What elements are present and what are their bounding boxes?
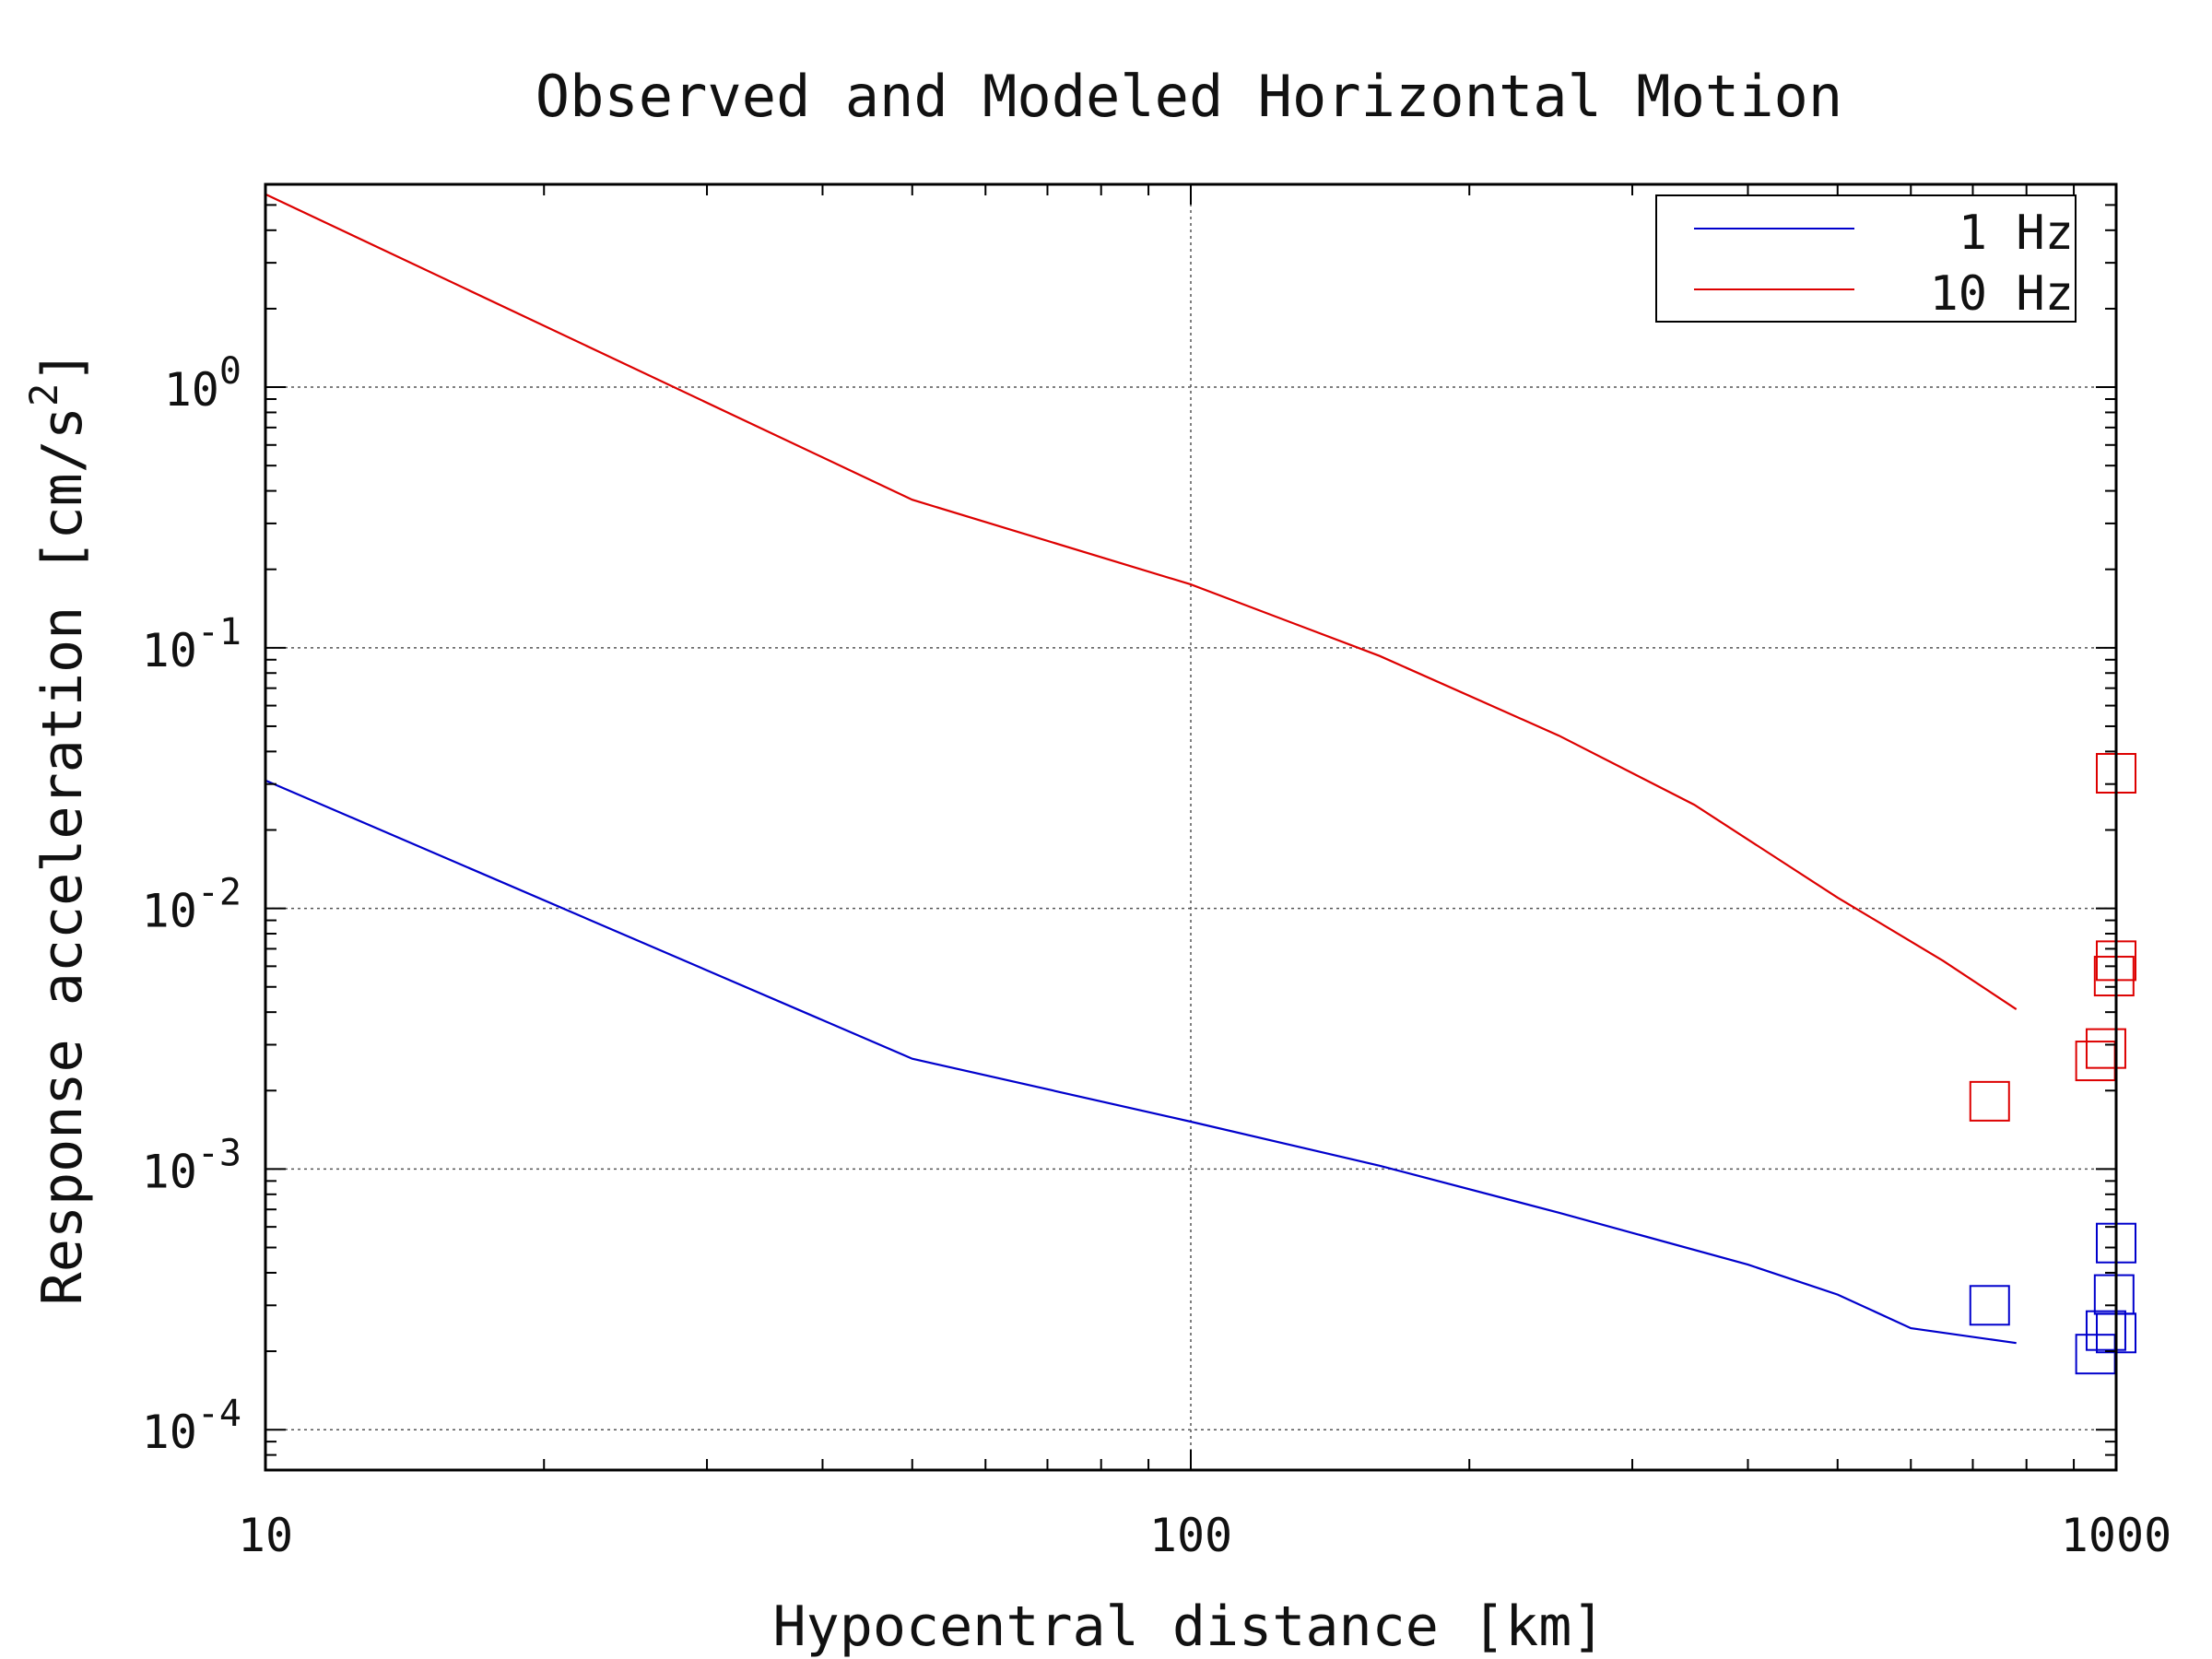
- y-tick-exp: -2: [197, 872, 241, 914]
- y-axis-label: Response acceleration [cm/s2]: [21, 350, 95, 1306]
- y-tick-base: 10: [164, 363, 219, 417]
- y-axis-label-end: ]: [30, 350, 95, 383]
- y-tick-label: 100: [164, 350, 241, 417]
- y-axis-label-sup: 2: [21, 383, 66, 406]
- data-point-1hz: [2093, 1274, 2135, 1315]
- x-tick-label: 100: [1149, 1509, 1232, 1562]
- data-point-10hz: [2085, 1028, 2126, 1069]
- legend: 1 Hz 10 Hz: [1655, 194, 2077, 323]
- x-tick-label: 10: [238, 1509, 293, 1562]
- y-tick-base: 10: [142, 624, 197, 677]
- axis-ticks: [265, 183, 2116, 1471]
- data-point-1hz: [2075, 1334, 2116, 1375]
- y-tick-exp: -3: [197, 1132, 241, 1174]
- x-tick-label: 1000: [2061, 1509, 2171, 1562]
- y-tick-label: 10-2: [142, 872, 241, 938]
- grid: [265, 184, 2116, 1470]
- y-axis-label-main: Response acceleration [cm/s: [30, 406, 95, 1305]
- legend-box: [1655, 194, 2077, 323]
- y-tick-label: 10-4: [142, 1393, 241, 1459]
- data-point-10hz: [2093, 956, 2135, 997]
- x-axis-label: Hypocentral distance [km]: [772, 1594, 1605, 1659]
- y-tick-exp: -1: [197, 611, 241, 653]
- data-point-1hz: [2085, 1310, 2126, 1351]
- legend-label-10hz: 10 Hz: [1929, 266, 2074, 322]
- series-line-10hz: [265, 193, 2018, 1011]
- y-tick-base: 10: [142, 885, 197, 938]
- series-lines: [265, 193, 2018, 1345]
- y-tick-exp: -4: [197, 1393, 241, 1435]
- data-point-10hz: [2075, 1041, 2116, 1082]
- data-point-1hz: [1969, 1285, 2010, 1326]
- y-tick-base: 10: [142, 1145, 197, 1198]
- series-line-1hz: [265, 779, 2017, 1345]
- plot-area: [264, 182, 2136, 1472]
- y-tick-exp: 0: [219, 350, 241, 393]
- y-tick-label: 10-3: [142, 1132, 241, 1198]
- chart-title: Observed and Modeled Horizontal Motion: [535, 63, 1842, 130]
- x-tick-labels: 10 100 1000: [238, 1509, 2171, 1562]
- y-tick-base: 10: [142, 1406, 197, 1459]
- legend-label-1hz: 1 Hz: [1959, 206, 2074, 261]
- data-point-10hz: [1969, 1080, 2010, 1122]
- y-tick-label: 10-1: [142, 611, 241, 677]
- series-points: [1969, 752, 2136, 1375]
